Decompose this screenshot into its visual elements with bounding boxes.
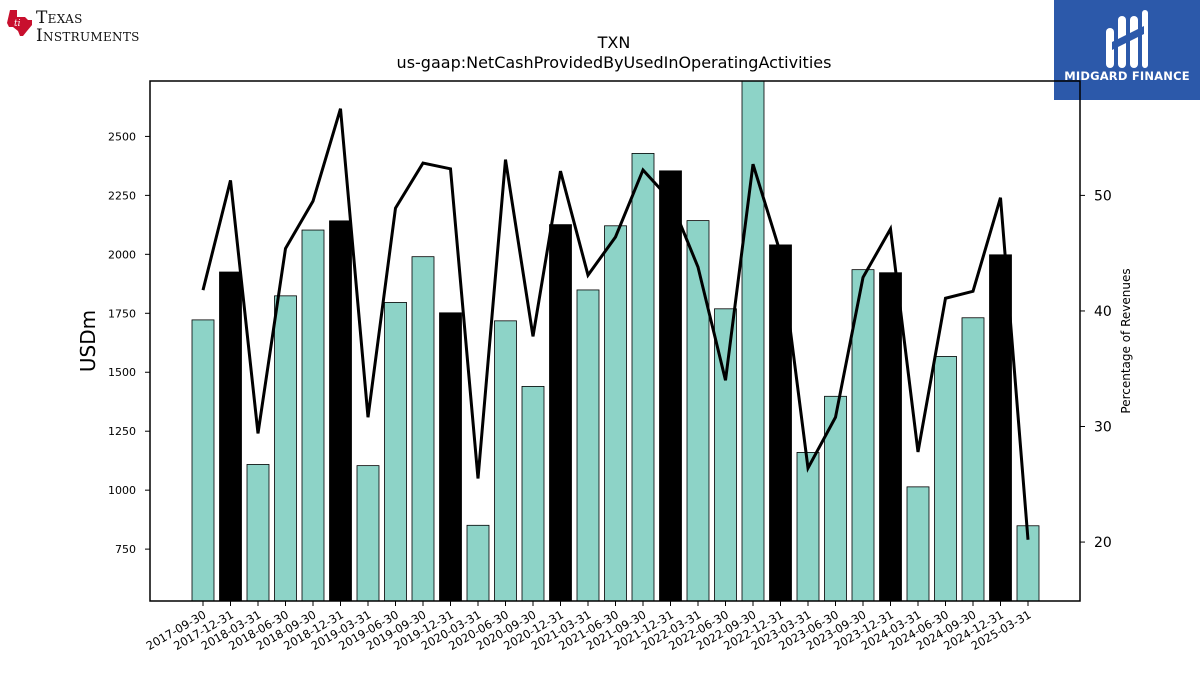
texas-instruments-logo: ti Texas Instruments [6,6,140,54]
bar-2024-06-30 [934,356,957,601]
y-tick-label: 750 [115,543,136,556]
y2-tick-label: 40 [1094,304,1112,320]
midgard-emblem-icon [1106,10,1148,68]
bar-2018-06-30 [274,295,297,601]
y-tick-label: 2000 [108,248,136,261]
bar-2021-06-30 [604,225,627,601]
bar-2019-06-30 [384,302,407,601]
bar-2021-09-30 [631,152,655,601]
bar-2020-03-31 [466,524,490,601]
y-tick-label: 1750 [108,307,136,320]
bar-2017-09-30 [191,319,215,601]
y-tick-label: 1250 [108,425,136,438]
texas-state-icon: ti [7,10,32,36]
bar-2023-06-30 [824,395,847,601]
y-tick-label: 1500 [108,366,136,379]
bar-2022-12-31 [769,244,792,601]
bar-2023-12-31 [879,272,902,601]
bar-2017-12-31 [219,271,242,601]
bar-2021-03-31 [576,289,600,601]
bar-2018-03-31 [246,464,270,601]
ti-logo-line2: Instruments [36,26,140,46]
y2-tick-label: 30 [1094,420,1112,436]
y-tick-label: 1000 [108,484,136,497]
y-axis-label: USDm [76,310,100,372]
bar-2020-06-30 [494,320,517,601]
bar-2019-12-31 [439,312,462,601]
bar-2018-09-30 [301,229,325,601]
line-layer [201,108,1030,540]
midgard-finance-logo: MIDGARD FINANCE [1054,0,1200,100]
y2-tick-label: 50 [1094,188,1112,204]
chart-title: TXN [597,33,631,52]
y2-tick-label: 20 [1094,535,1112,551]
percentage-line [201,108,1030,540]
bar-2024-03-31 [906,486,930,601]
bar-2019-09-30 [411,256,435,601]
bar-2022-06-30 [714,308,737,601]
svg-text:ti: ti [14,19,21,29]
bar-2020-09-30 [521,385,545,601]
bar-2024-09-30 [961,317,985,601]
y-tick-label: 2500 [108,130,136,143]
bar-2018-12-31 [329,220,352,601]
chart-subtitle: us-gaap:NetCashProvidedByUsedInOperating… [397,53,832,72]
bar-2022-09-30 [741,81,765,601]
bar-2023-09-30 [851,269,875,601]
y2-axis-label: Percentage of Revenues [1119,268,1133,413]
bar-2021-12-31 [659,170,682,601]
midgard-finance-wordmark: MIDGARD FINANCE [1064,69,1190,83]
bar-2022-03-31 [686,220,710,601]
bar-2023-03-31 [796,452,820,601]
bar-2020-12-31 [549,224,572,601]
bar-2024-12-31 [989,254,1012,601]
bar-2019-03-31 [356,465,380,601]
ti-logo-line1: Texas [36,8,83,28]
y-tick-label: 2250 [108,189,136,202]
bars-layer [191,81,1040,601]
